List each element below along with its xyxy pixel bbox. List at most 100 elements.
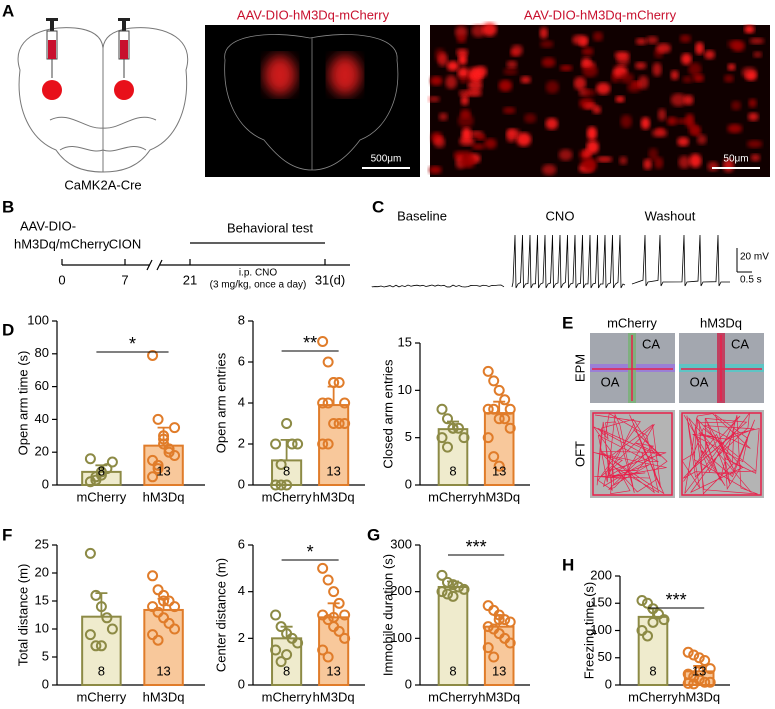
cell [582, 65, 598, 78]
virus-label: hM3Dq/mCherry [14, 236, 110, 251]
data-point [84, 547, 96, 559]
cell [586, 126, 598, 141]
y-axis-label: Open arm time (s) [15, 351, 30, 456]
y-tick-label: 300 [390, 536, 412, 551]
data-point [442, 576, 453, 588]
y-axis-label: Closed arm entries [380, 359, 395, 469]
cell [696, 134, 707, 145]
data-point [328, 586, 340, 598]
cell [503, 68, 518, 76]
data-point [458, 583, 470, 595]
data-point [281, 649, 293, 661]
data-point [493, 614, 505, 626]
cell [640, 117, 651, 130]
cell [695, 41, 705, 55]
track-border [592, 412, 673, 496]
y-tick-label: 0 [238, 476, 245, 491]
n-label: 13 [492, 463, 506, 478]
syringes [42, 18, 134, 100]
data-point [682, 646, 694, 658]
panel-letter: E [562, 313, 573, 332]
cell [656, 43, 671, 54]
fluorescence-image [430, 25, 770, 177]
data-point [333, 418, 345, 429]
cell [438, 112, 448, 121]
data-point [436, 403, 448, 415]
y-axis-label: Open arm entries [213, 352, 228, 453]
cell [460, 94, 469, 106]
cell [539, 26, 548, 39]
data-point [322, 438, 334, 450]
x-tick-label: hM3Dq [678, 689, 720, 704]
y-tick-label: 100 [390, 630, 412, 645]
error-bar [493, 400, 506, 414]
y-axis-label: Center distance (m) [213, 558, 228, 672]
y-tick-label: 80 [35, 345, 49, 360]
panel-letter: F [2, 525, 12, 544]
data-point [447, 422, 459, 434]
data-point [482, 642, 494, 654]
mouse-line: CaMK2A-Cre [64, 177, 141, 192]
data-point [270, 609, 282, 621]
significance-label: *** [666, 590, 687, 610]
n-label: 13 [692, 663, 706, 678]
y-tick-label: 40 [35, 411, 49, 426]
x-tick-label: hM3Dq [143, 489, 185, 504]
cell [635, 37, 647, 45]
cell [584, 88, 596, 97]
data-point [169, 623, 181, 635]
data-point [152, 459, 164, 471]
panel-letter: C [372, 197, 384, 216]
data-point [163, 617, 175, 629]
cell [437, 52, 448, 67]
y-tick-label: 20 [35, 444, 49, 459]
scale-label: 20 mV [740, 252, 769, 263]
data-point [328, 611, 340, 623]
arm-label: OA [690, 374, 709, 389]
cell [457, 113, 474, 128]
y-tick-label: 150 [590, 595, 612, 610]
y-tick-label: 6 [238, 353, 245, 368]
track [592, 335, 673, 401]
cell [648, 147, 659, 161]
n-label: 13 [326, 463, 340, 478]
day-label: 31(d) [315, 272, 345, 287]
data-point [292, 438, 304, 450]
x-tick-label: hM3Dq [478, 689, 520, 704]
n-label: 13 [492, 663, 506, 678]
data-point [270, 479, 282, 491]
test-label: EPM [572, 354, 587, 382]
brain-schematic [17, 27, 189, 173]
virus-label: AAV-DIO- [20, 218, 76, 233]
cell [579, 159, 594, 166]
panel-letter: A [2, 1, 14, 20]
error-bar [327, 385, 340, 406]
cell [746, 140, 763, 148]
y-tick-label: 5 [405, 429, 412, 444]
panel-letter: D [2, 320, 14, 339]
n-label: 13 [156, 663, 170, 678]
data-point [95, 469, 107, 481]
n-label: 13 [326, 663, 340, 678]
data-point [152, 634, 164, 646]
data-point [442, 588, 453, 600]
y-axis-label: Immobile duration (s) [380, 554, 395, 676]
x-tick-label: mCherry [428, 689, 478, 704]
n-label: 8 [283, 463, 290, 478]
panel-letter: B [2, 197, 14, 216]
data-point [636, 595, 648, 607]
construct-label: AAV-DIO-hM3Dq-mCherry [237, 7, 390, 22]
y-tick-label: 100 [27, 312, 49, 327]
cell [652, 128, 668, 138]
data-point [333, 377, 345, 388]
cell [620, 114, 632, 129]
dose-label: (3 mg/kg, once a day) [210, 280, 307, 291]
data-point [504, 403, 516, 415]
data-point [322, 574, 334, 586]
data-point [286, 438, 298, 450]
cell [723, 74, 734, 83]
data-point [275, 621, 287, 633]
cell [653, 156, 664, 169]
cell [511, 44, 523, 57]
